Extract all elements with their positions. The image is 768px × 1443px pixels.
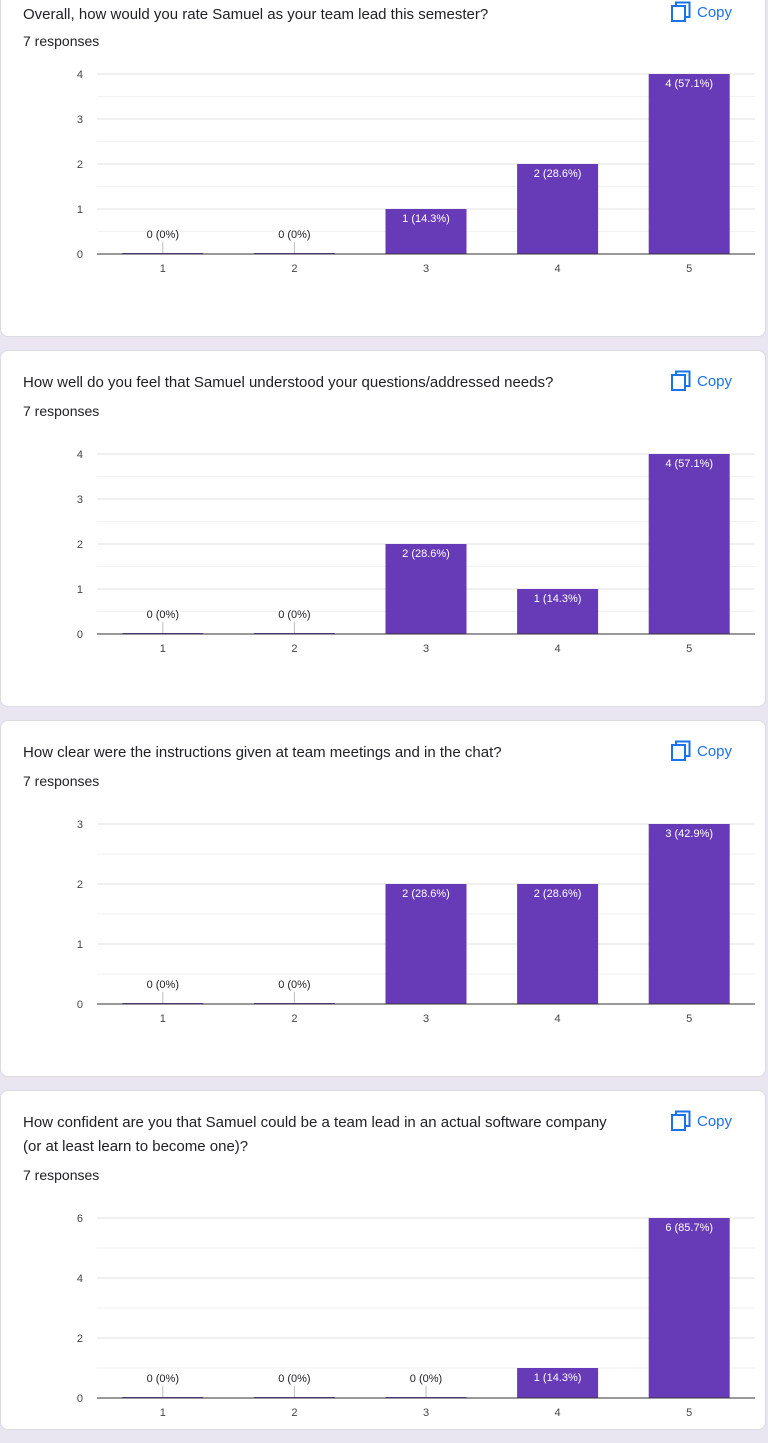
x-tick-label: 2: [291, 1407, 297, 1419]
bar-chart: 0 1 2 3 0 (0%) 1 0 (0%) 2 2 (28.6%) 3 2 (28.6%) 4 3 …: [77, 819, 755, 1025]
data-label: 2 (28.6%): [534, 168, 582, 180]
bar: [385, 209, 467, 254]
data-label: 2 (28.6%): [534, 888, 582, 900]
bar: [385, 884, 467, 1004]
x-tick-label: 4: [555, 1013, 561, 1025]
x-tick-label: 1: [160, 263, 166, 275]
y-tick-label: 3: [77, 494, 83, 506]
bar: [517, 1368, 599, 1398]
bar: [517, 884, 599, 1004]
y-tick-label: 2: [77, 539, 83, 551]
y-tick-label: 3: [77, 114, 83, 126]
x-tick-label: 3: [423, 1013, 429, 1025]
data-label: 0 (0%): [147, 229, 179, 241]
data-label: 3 (42.9%): [665, 828, 713, 840]
x-tick-label: 5: [686, 1013, 692, 1025]
x-tick-label: 2: [291, 1013, 297, 1025]
copy-button[interactable]: Copy: [671, 370, 732, 392]
bar: [648, 1218, 730, 1398]
question-title: Overall, how would you rate Samuel as yo…: [23, 6, 489, 23]
y-tick-label: 1: [77, 204, 83, 216]
response-count: 7 responses: [23, 773, 100, 789]
data-label: 4 (57.1%): [665, 78, 713, 90]
copy-icon: [671, 370, 691, 392]
y-tick-label: 1: [77, 584, 83, 596]
data-label: 0 (0%): [278, 609, 310, 621]
bar: [385, 544, 467, 634]
y-tick-label: 2: [77, 879, 83, 891]
copy-button[interactable]: Copy: [671, 1, 732, 23]
data-label: 0 (0%): [147, 609, 179, 621]
data-label: 0 (0%): [278, 1373, 310, 1385]
y-tick-label: 4: [77, 69, 83, 81]
y-tick-label: 1: [77, 939, 83, 951]
y-tick-label: 0: [77, 1393, 83, 1405]
data-label: 4 (57.1%): [665, 458, 713, 470]
y-tick-label: 3: [77, 819, 83, 831]
copy-icon: [671, 740, 691, 762]
question-title: How confident are you that Samuel could …: [23, 1114, 607, 1155]
x-tick-label: 1: [160, 643, 166, 655]
bar-chart: 0 1 2 3 4 0 (0%) 1 0 (0%) 2 2 (28.6%) 3 1 (14.3%) 4 4…: [77, 449, 755, 655]
bar-chart: 0 1 2 3 4 0 (0%) 1 0 (0%) 2 1 (14.3%) 3 2 (28.6%) 4 4…: [77, 69, 755, 275]
bar: [648, 824, 730, 1004]
data-label: 0 (0%): [278, 229, 310, 241]
y-tick-label: 2: [77, 1333, 83, 1345]
y-tick-label: 6: [77, 1213, 83, 1225]
x-tick-label: 2: [291, 643, 297, 655]
question-title: How well do you feel that Samuel underst…: [23, 374, 554, 391]
question-card-3: How clear were the instructions given at…: [0, 720, 766, 1077]
data-label: 2 (28.6%): [402, 548, 450, 560]
bar: [648, 74, 730, 254]
bar: [648, 454, 730, 634]
copy-button[interactable]: Copy: [671, 740, 732, 762]
copy-button[interactable]: Copy: [671, 1110, 732, 1132]
data-label: 0 (0%): [147, 1373, 179, 1385]
response-count: 7 responses: [23, 1167, 100, 1183]
data-label: 0 (0%): [410, 1373, 442, 1385]
question-card-4: How confident are you that Samuel could …: [0, 1090, 766, 1430]
x-tick-label: 1: [160, 1407, 166, 1419]
y-tick-label: 0: [77, 999, 83, 1011]
question-title: How clear were the instructions given at…: [23, 744, 502, 761]
data-label: 2 (28.6%): [402, 888, 450, 900]
data-label: 0 (0%): [278, 979, 310, 991]
data-label: 1 (14.3%): [534, 593, 582, 605]
copy-label: Copy: [697, 372, 733, 390]
bar: [517, 589, 599, 634]
copy-icon: [671, 1, 691, 23]
y-tick-label: 4: [77, 449, 83, 461]
copy-label: Copy: [697, 3, 733, 21]
question-card-2: How well do you feel that Samuel underst…: [0, 350, 766, 707]
copy-icon: [671, 1110, 691, 1132]
x-tick-label: 4: [555, 643, 561, 655]
data-label: 1 (14.3%): [534, 1372, 582, 1384]
data-label: 6 (85.7%): [665, 1222, 713, 1234]
bar-chart: 0 2 4 6 0 (0%) 1 0 (0%) 2 0 (0%) 3 1 (14.3%) 4 6 (85…: [77, 1213, 755, 1419]
x-tick-label: 3: [423, 643, 429, 655]
data-label: 0 (0%): [147, 979, 179, 991]
copy-label: Copy: [697, 1112, 733, 1130]
x-tick-label: 3: [423, 263, 429, 275]
y-tick-label: 4: [77, 1273, 83, 1285]
response-count: 7 responses: [23, 403, 100, 419]
x-tick-label: 4: [555, 263, 561, 275]
copy-label: Copy: [697, 742, 733, 760]
y-tick-label: 0: [77, 629, 83, 641]
x-tick-label: 4: [555, 1407, 561, 1419]
x-tick-label: 5: [686, 1407, 692, 1419]
question-card-1: Overall, how would you rate Samuel as yo…: [0, 0, 766, 337]
x-tick-label: 2: [291, 263, 297, 275]
data-label: 1 (14.3%): [402, 213, 450, 225]
bar: [517, 164, 599, 254]
x-tick-label: 3: [423, 1407, 429, 1419]
y-tick-label: 0: [77, 249, 83, 261]
y-tick-label: 2: [77, 159, 83, 171]
x-tick-label: 5: [686, 643, 692, 655]
x-tick-label: 1: [160, 1013, 166, 1025]
x-tick-label: 5: [686, 263, 692, 275]
response-count: 7 responses: [23, 33, 100, 49]
